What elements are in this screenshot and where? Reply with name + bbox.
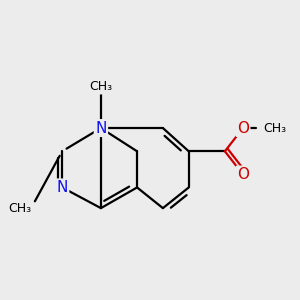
Text: N: N (56, 180, 68, 195)
Text: O: O (237, 167, 249, 182)
Text: CH₃: CH₃ (264, 122, 287, 134)
Text: CH₃: CH₃ (89, 80, 112, 93)
Text: CH₃: CH₃ (8, 202, 31, 214)
Text: N: N (95, 121, 106, 136)
Text: O: O (237, 121, 249, 136)
